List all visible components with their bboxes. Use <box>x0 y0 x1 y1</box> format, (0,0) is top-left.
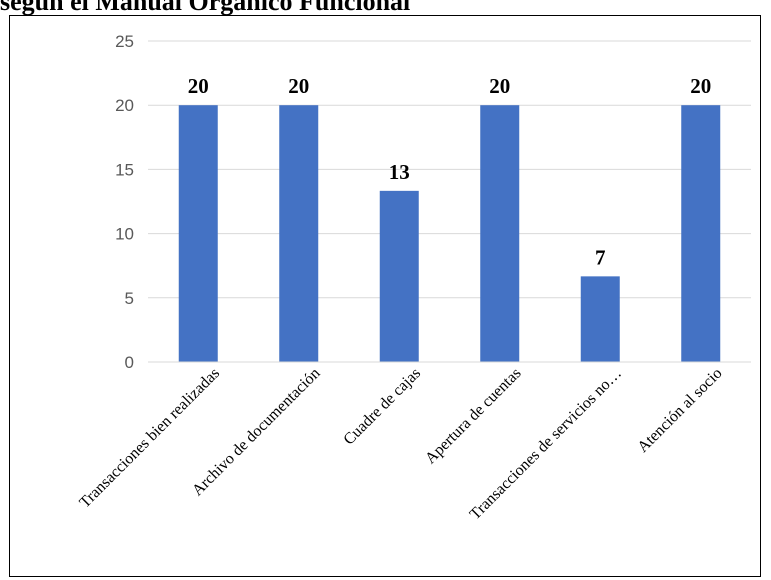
data-label: 20 <box>288 74 309 98</box>
data-label: 20 <box>489 74 510 98</box>
bar <box>480 105 520 362</box>
x-tick-label: Cuadre de cajas <box>340 365 424 449</box>
data-label: 13 <box>389 160 410 184</box>
y-tick-label: 10 <box>115 225 134 244</box>
data-label: 7 <box>595 245 606 269</box>
y-axis-ticks: 0 5 10 15 20 25 <box>115 32 134 372</box>
bar <box>178 105 218 362</box>
bar <box>379 190 419 362</box>
gridlines <box>148 40 751 299</box>
y-tick-label: 0 <box>125 353 134 372</box>
data-labels: 20 20 13 20 7 20 <box>188 74 712 269</box>
page-heading: según el Manual Orgánico Funcional <box>0 0 411 16</box>
bars <box>178 105 721 362</box>
y-tick-label: 25 <box>115 32 134 51</box>
x-tick-label: Atención al socio <box>634 365 725 456</box>
x-tick-label: Apertura de cuentas <box>422 365 524 467</box>
y-tick-label: 15 <box>115 160 134 179</box>
bar <box>580 276 620 362</box>
bar <box>279 105 319 362</box>
bar <box>681 105 721 362</box>
y-tick-label: 20 <box>115 96 134 115</box>
data-label: 20 <box>188 74 209 98</box>
data-label: 20 <box>690 74 711 98</box>
y-tick-label: 5 <box>125 289 134 308</box>
